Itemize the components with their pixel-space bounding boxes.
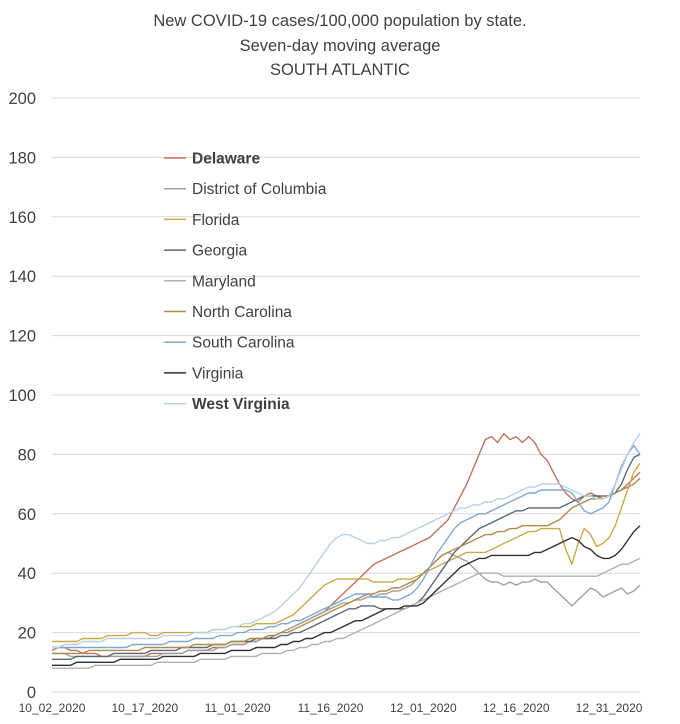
series-line-virginia — [52, 525, 641, 666]
chart-subtitle: Seven-day moving average — [240, 37, 441, 55]
x-tick-label: 10_02_2020 — [19, 701, 86, 715]
x-tick-label: 11_16_2020 — [298, 701, 364, 715]
series-line-south-carolina — [52, 444, 641, 649]
y-tick-label: 160 — [8, 209, 36, 227]
x-tick-label: 12_01_2020 — [390, 701, 457, 715]
series-line-florida — [52, 462, 641, 643]
legend-entry: Delaware — [192, 151, 260, 168]
legend: Delaware District of Columbia Florida Georg… — [164, 151, 327, 413]
series-line-georgia — [52, 453, 641, 660]
chart-title: New COVID-19 cases/100,000 population by… — [153, 12, 526, 79]
series-line-maryland — [52, 557, 641, 669]
y-tick-label: 40 — [18, 565, 36, 583]
legend-entry: West Virginia — [192, 396, 290, 413]
x-axis-ticks: 10_02_2020 10_17_2020 11_01_2020 11_16_2020… — [19, 701, 643, 715]
legend-entry: Virginia — [192, 365, 244, 382]
series-line-west-virginia — [52, 433, 641, 649]
y-tick-label: 180 — [8, 149, 36, 167]
y-tick-label: 200 — [8, 90, 36, 108]
legend-entry: District of Columbia — [192, 181, 327, 198]
y-tick-label: 60 — [18, 506, 36, 524]
y-tick-label: 20 — [18, 625, 36, 643]
y-tick-label: 120 — [8, 328, 36, 346]
legend-entry: Maryland — [192, 273, 256, 290]
chart-title-line1: New COVID-19 cases/100,000 population by… — [153, 12, 526, 30]
x-tick-label: 11_01_2020 — [205, 701, 271, 715]
y-tick-label: 100 — [8, 387, 36, 405]
y-axis-ticks: 0 20 40 60 80 100 120 140 160 180 200 — [8, 90, 36, 702]
series-lines — [51, 432, 641, 669]
y-tick-label: 140 — [8, 268, 36, 286]
chart-region-label: SOUTH ATLANTIC — [270, 61, 410, 79]
gridlines — [52, 97, 640, 693]
legend-entry: Georgia — [192, 243, 248, 260]
x-tick-label: 10_17_2020 — [111, 701, 178, 715]
series-line-delaware — [51, 432, 641, 658]
legend-entry: North Carolina — [192, 304, 292, 321]
series-line-district-of-columbia — [52, 551, 641, 658]
y-tick-label: 80 — [18, 446, 36, 464]
series-line-north-carolina — [52, 477, 641, 655]
y-tick-label: 0 — [27, 684, 36, 702]
x-tick-label: 12_31_2020 — [576, 701, 643, 715]
x-tick-label: 12_16_2020 — [483, 701, 550, 715]
legend-entry: Florida — [192, 212, 240, 229]
legend-entry: South Carolina — [192, 335, 295, 352]
